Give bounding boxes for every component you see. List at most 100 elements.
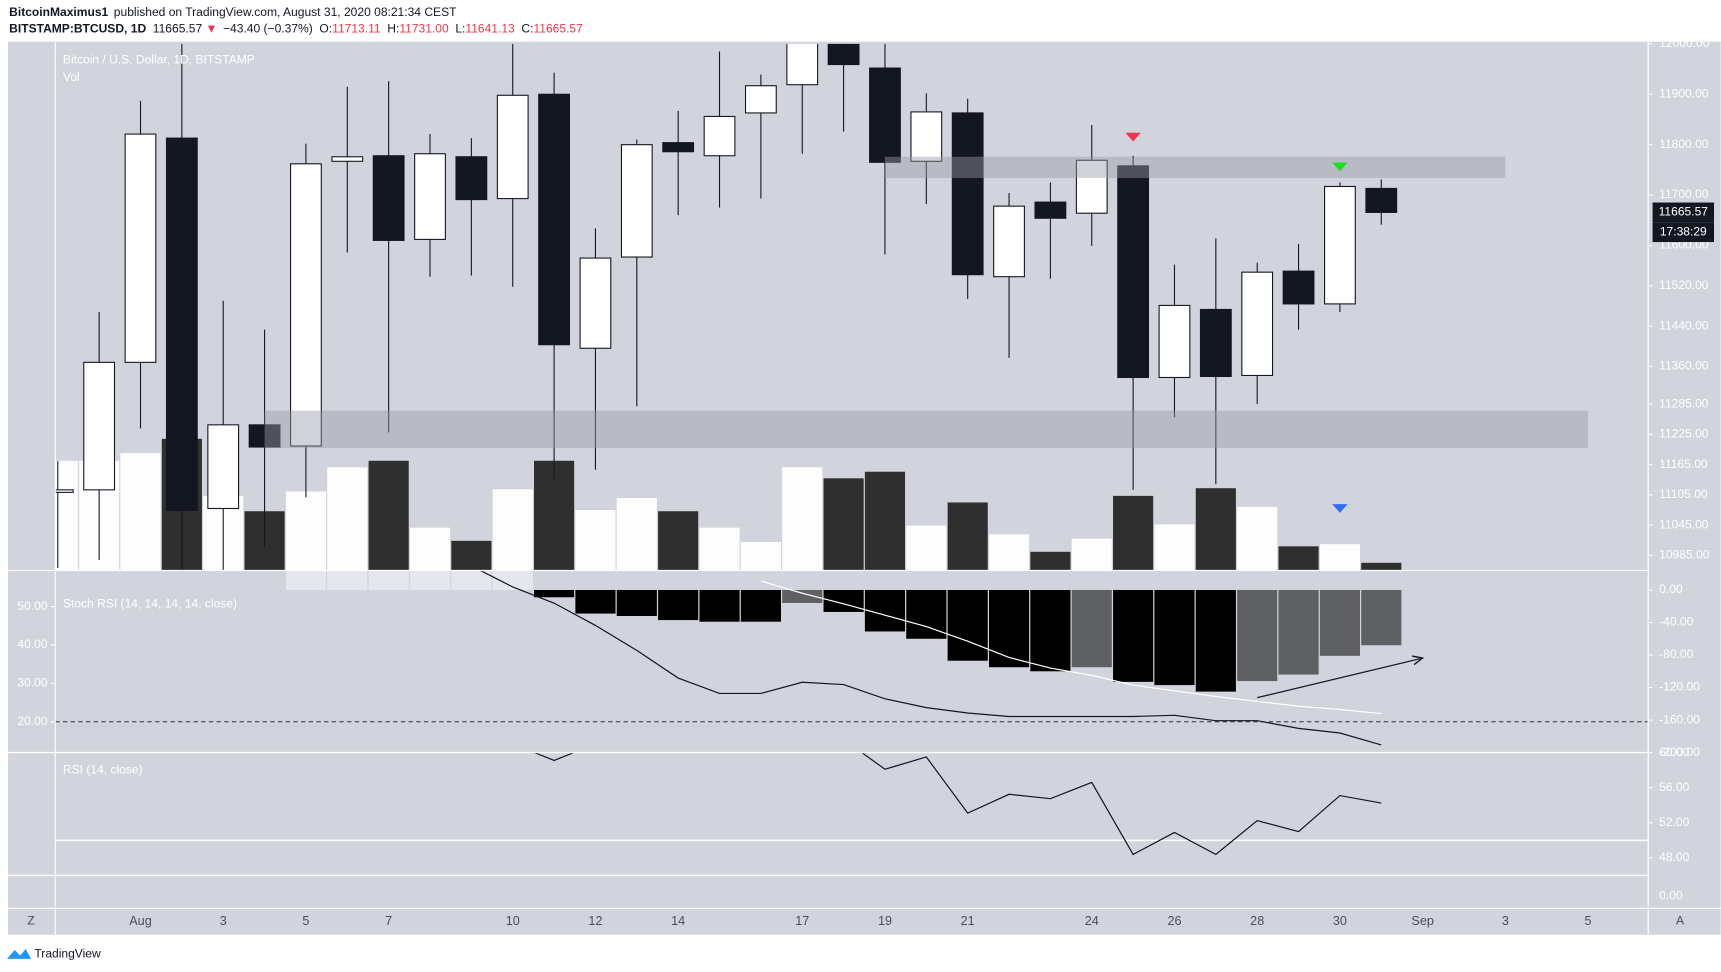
y-tick-label: 20.00 (17, 714, 47, 728)
ohlc-value: 11665.57 (533, 22, 583, 36)
candle-body (55, 489, 74, 493)
volume-bar (947, 502, 988, 571)
y-tick-label: 50.00 (17, 599, 47, 613)
last-price-box (1652, 202, 1715, 223)
x-tick-label: Aug (129, 914, 151, 928)
y-tick-label: 11105.00 (1659, 487, 1708, 501)
macd-histogram-bar (1195, 589, 1236, 692)
candle-body (538, 93, 570, 346)
volume-bar (1154, 524, 1195, 571)
x-tick-label: 24 (1085, 914, 1099, 928)
y-tick-label: -120.00 (1659, 680, 1700, 694)
stoch-rsi-label: Stoch RSI (14, 14, 14, 14, close) (63, 597, 237, 611)
x-tick-label: 3 (1502, 914, 1509, 928)
candle-body (744, 85, 777, 114)
macd-histogram-bar (1030, 589, 1071, 672)
x-tick-label: 30 (1333, 914, 1347, 928)
x-tick-label: 28 (1250, 914, 1264, 928)
zoom-button[interactable]: Z (27, 914, 34, 928)
macd-histogram-bar (327, 570, 368, 590)
volume-bar (823, 478, 864, 571)
volume-bar (988, 534, 1030, 571)
y-tick-label: 40.00 (17, 637, 47, 651)
macd-histogram-bar (451, 570, 492, 590)
volume-bar (575, 510, 616, 571)
axes: Z A Bitcoin / U.S. Dollar, 1D, BITSTAMP … (8, 36, 1721, 935)
volume-bar (451, 540, 492, 571)
candle-body (951, 112, 984, 276)
candle-body (827, 43, 860, 66)
macd-histogram-bar (368, 570, 409, 590)
candle-body (620, 144, 653, 258)
signal-marker (1125, 132, 1141, 142)
macd-histogram-bar (740, 589, 781, 622)
x-tick-label: Sep (1411, 914, 1433, 928)
volume-bar (740, 541, 781, 571)
volume-bar (1071, 538, 1112, 571)
volume-bar (120, 453, 161, 571)
macd-histogram-bar (492, 570, 533, 590)
y-tick-label: 11800.00 (1659, 137, 1709, 151)
volume-bar (285, 491, 327, 571)
y-tick-label: 0.00 (1659, 582, 1683, 596)
candle-body (703, 115, 736, 157)
macd-histogram-bar (906, 589, 947, 639)
signal-marker (1332, 504, 1348, 513)
ohlc-value: 11641.13 (465, 22, 515, 36)
rsi-line (532, 752, 1382, 856)
candle-body (1075, 159, 1108, 214)
y-tick-label: 11700.00 (1659, 187, 1709, 201)
volume-bar (906, 525, 947, 571)
candle-body (869, 67, 901, 163)
volume-bar (1278, 546, 1319, 571)
logo-icon (6, 948, 32, 959)
price-zone (884, 156, 1506, 178)
volume-bar (1237, 506, 1278, 571)
macd-histogram-bar (1113, 589, 1154, 682)
candle-body (248, 424, 281, 448)
x-tick-label: 14 (671, 914, 685, 928)
macd-histogram-bar (864, 589, 906, 632)
volume-bar (658, 511, 699, 571)
macd-histogram-bar (616, 589, 657, 617)
x-tick-label: 3 (220, 914, 227, 928)
candle-body (786, 43, 819, 86)
header-line: BitcoinMaximus1 published on TradingView… (9, 5, 457, 19)
x-tick-label: 7 (385, 914, 392, 928)
candle-body (662, 142, 695, 153)
last-price: 11665.57 (153, 22, 203, 36)
y-tick-label: 11045.00 (1659, 517, 1709, 531)
macd-histogram-bar (947, 589, 988, 661)
candle-body (83, 361, 116, 491)
macd-pane (55, 570, 1649, 746)
price-pane (55, 43, 1589, 571)
macd-histogram-bar (575, 589, 616, 614)
volume-label: Vol (63, 70, 80, 84)
volume-bar (534, 460, 575, 571)
ohlc-value: 11713.11 (332, 22, 381, 36)
candle-body (1282, 270, 1315, 305)
y-tick-label: 30.00 (17, 676, 47, 690)
macd-histogram-bar (782, 589, 823, 603)
ohlc-key: H: (387, 22, 399, 36)
candle-body (372, 155, 405, 241)
candle-body (414, 153, 446, 240)
x-tick-label: 17 (795, 914, 809, 928)
y-tick-label: 11165.00 (1659, 457, 1708, 471)
candle-body (993, 205, 1025, 278)
y-tick-label: 11285.00 (1659, 396, 1709, 410)
candle-body (910, 111, 943, 162)
candle-body (455, 156, 488, 201)
volume-bar (864, 471, 906, 571)
last-price-label: 11665.57 (1659, 205, 1709, 219)
x-tick-label: 19 (878, 914, 892, 928)
volume-bar (1113, 495, 1154, 571)
symbol-line: BITSTAMP:BTCUSD, 1D 11665.57 ▼ −43.40 (−… (9, 22, 583, 36)
auto-scale-button[interactable]: A (1676, 914, 1685, 928)
volume-bar (55, 460, 78, 571)
volume-bar (1319, 544, 1360, 571)
volume-bar (1361, 562, 1402, 571)
x-tick-label: 12 (588, 914, 602, 928)
candle-body (579, 257, 612, 349)
macd-histogram-bar (285, 570, 327, 590)
